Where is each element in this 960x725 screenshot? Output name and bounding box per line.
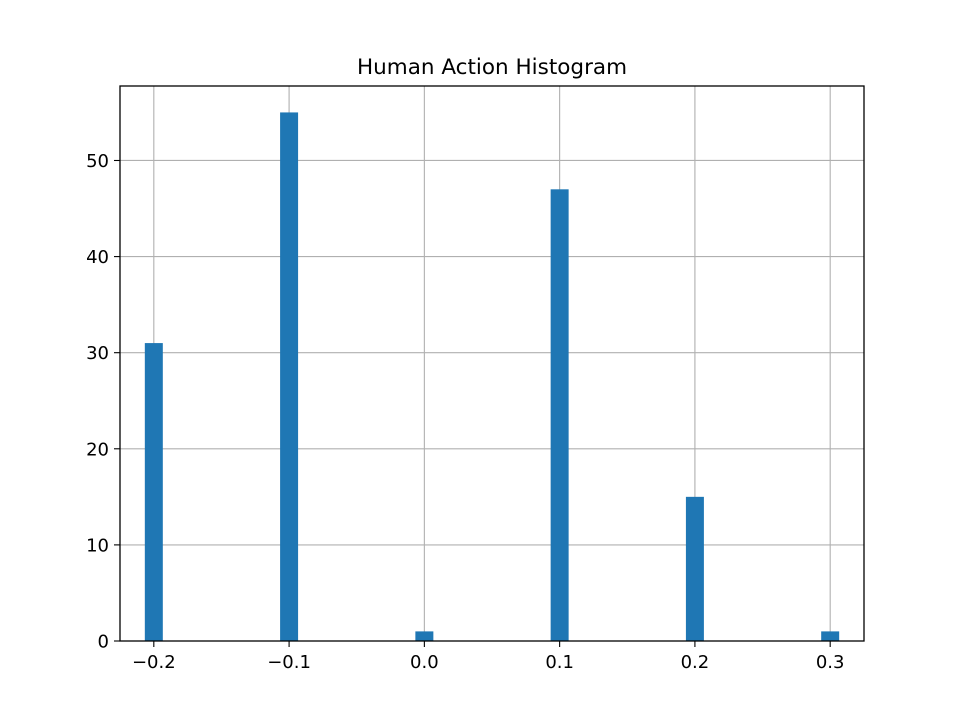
histogram-bar [685,496,704,641]
chart-title: Human Action Histogram [357,55,627,80]
x-tick-label: 0.0 [410,652,439,673]
histogram-bar [821,631,840,641]
x-tick-label: −0.2 [132,652,176,673]
plot-frame [119,85,865,642]
y-tick-label: 0 [98,632,109,653]
y-tick-label: 10 [86,535,109,556]
bars [144,112,840,641]
x-tick-label: 0.3 [816,652,845,673]
histogram-bar [144,343,163,641]
x-tick-label: 0.1 [545,652,574,673]
axes: −0.2 −0.1 0.0 0.1 0.2 0.3 0 10 20 30 40 50 [86,151,844,673]
histogram-bar [550,189,569,641]
y-tick-label: 30 [86,343,109,364]
y-tick-label: 20 [86,439,109,460]
histogram-bar [280,112,299,641]
y-tick-label: 50 [86,151,109,172]
x-tick-label: 0.2 [681,652,710,673]
histogram-bar [415,631,434,641]
y-tick-label: 40 [86,247,109,268]
x-tick-label: −0.1 [267,652,311,673]
